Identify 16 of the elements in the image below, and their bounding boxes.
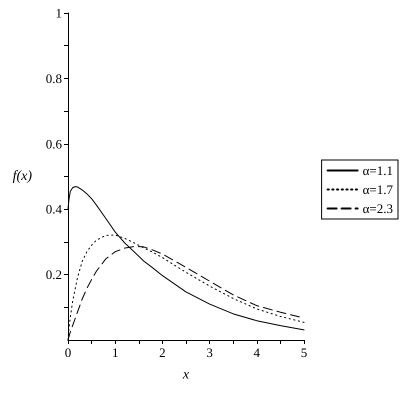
legend-label: α=2.3: [362, 201, 394, 216]
x-tick-label: 4: [254, 345, 261, 360]
y-axis-title: f(x): [12, 169, 32, 184]
y-tick-label: 1: [56, 6, 62, 20]
x-axis-title: x: [182, 368, 190, 382]
x-tick-label: 2: [159, 345, 166, 360]
x-tick-label: 3: [206, 345, 213, 360]
legend-label: α=1.1: [362, 163, 394, 178]
y-tick-label: 0.2: [46, 267, 62, 282]
x-tick-label: 0: [64, 345, 72, 360]
y-tick-label: 0.4: [46, 202, 62, 217]
x-tick-label: 1: [112, 345, 118, 360]
x-tick-label: 5: [300, 345, 308, 360]
legend-label: α=1.7: [362, 182, 394, 197]
y-tick-label: 0.6: [46, 136, 62, 152]
y-tick-label: 0.8: [46, 70, 62, 86]
